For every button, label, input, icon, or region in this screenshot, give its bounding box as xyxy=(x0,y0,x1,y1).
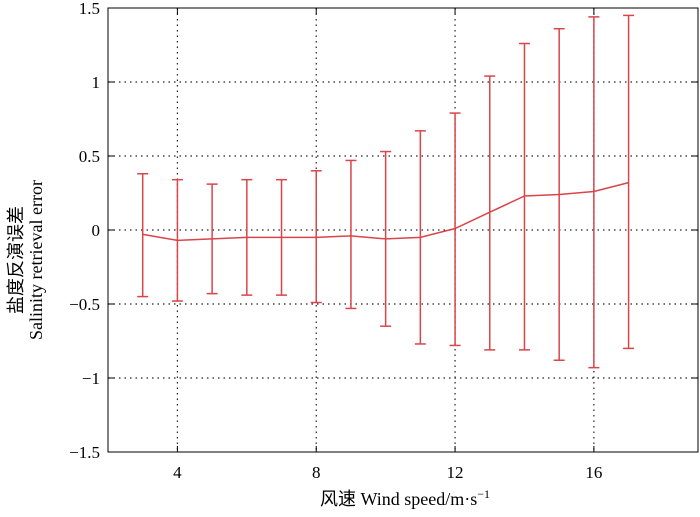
y-tick-label: 1.5 xyxy=(79,0,100,18)
x-axis-title-text: 风速 Wind speed/m·s xyxy=(320,489,477,509)
y-axis-title-group: 盐度反演误差 Salinity retrieval error xyxy=(6,180,46,340)
x-tick-label: 8 xyxy=(312,463,321,482)
series xyxy=(137,14,635,369)
grid xyxy=(108,8,698,452)
y-tick-label: −1 xyxy=(82,369,100,388)
y-tick-label: 0 xyxy=(92,221,101,240)
axes xyxy=(107,7,699,453)
x-axis-title-superscript: −1 xyxy=(477,487,490,501)
tick-labels: 4 8 12 16 1.5 1 0.5 0 −0.5 −1 −1.5 xyxy=(69,0,602,482)
x-tick-label: 4 xyxy=(173,463,182,482)
y-tick-label: −0.5 xyxy=(69,295,100,314)
x-tick-label: 12 xyxy=(447,463,464,482)
y-tick-label: −1.5 xyxy=(69,443,100,462)
mean-line xyxy=(142,181,629,242)
x-tick-label: 16 xyxy=(585,463,602,482)
y-axis-title-en: Salinity retrieval error xyxy=(26,180,46,340)
y-axis-title-cn: 盐度反演误差 xyxy=(6,206,26,314)
y-tick-label: 0.5 xyxy=(79,147,100,166)
x-axis-title: 风速 Wind speed/m·s−1 xyxy=(320,487,490,509)
y-tick-label: 1 xyxy=(92,73,101,92)
